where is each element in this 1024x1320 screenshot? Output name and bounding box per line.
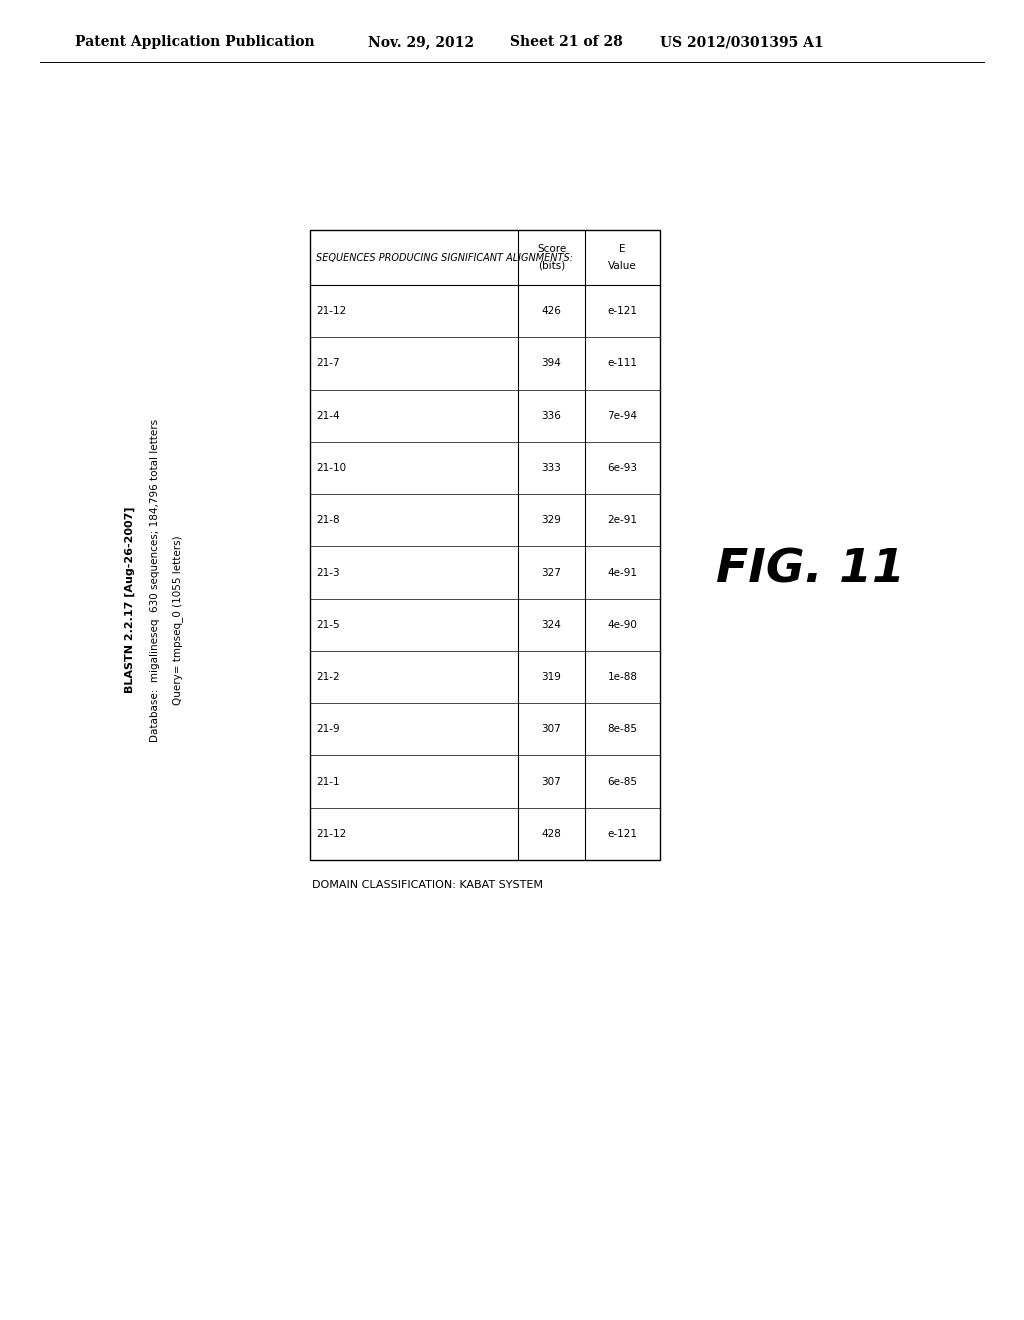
Text: 21-12: 21-12 bbox=[316, 829, 346, 840]
Bar bbox=[310, 230, 660, 861]
Text: Score: Score bbox=[537, 244, 566, 255]
Text: SEQUENCES PRODUCING SIGNIFICANT ALIGNMENTS:: SEQUENCES PRODUCING SIGNIFICANT ALIGNMEN… bbox=[316, 252, 573, 263]
Text: (bits): (bits) bbox=[538, 261, 565, 271]
Text: 6e-93: 6e-93 bbox=[607, 463, 637, 473]
Text: US 2012/0301395 A1: US 2012/0301395 A1 bbox=[660, 36, 823, 49]
Text: 21-9: 21-9 bbox=[316, 725, 340, 734]
Text: e-121: e-121 bbox=[607, 829, 637, 840]
Text: 327: 327 bbox=[542, 568, 561, 578]
Text: e-111: e-111 bbox=[607, 359, 637, 368]
Text: 21-2: 21-2 bbox=[316, 672, 340, 682]
Text: 6e-85: 6e-85 bbox=[607, 776, 637, 787]
Text: Database:  migalineseq  630 sequences; 184,796 total letters: Database: migalineseq 630 sequences; 184… bbox=[150, 418, 160, 742]
Text: 21-5: 21-5 bbox=[316, 620, 340, 630]
Text: 394: 394 bbox=[542, 359, 561, 368]
Text: 4e-91: 4e-91 bbox=[607, 568, 637, 578]
Text: 336: 336 bbox=[542, 411, 561, 421]
Text: e-121: e-121 bbox=[607, 306, 637, 315]
Text: 428: 428 bbox=[542, 829, 561, 840]
Text: 329: 329 bbox=[542, 515, 561, 525]
Text: 21-1: 21-1 bbox=[316, 776, 340, 787]
Text: 21-10: 21-10 bbox=[316, 463, 346, 473]
Text: 4e-90: 4e-90 bbox=[607, 620, 637, 630]
Text: 333: 333 bbox=[542, 463, 561, 473]
Text: DOMAIN CLASSIFICATION: KABAT SYSTEM: DOMAIN CLASSIFICATION: KABAT SYSTEM bbox=[312, 880, 543, 890]
Text: 319: 319 bbox=[542, 672, 561, 682]
Text: Query= tmpseq_0 (1055 letters): Query= tmpseq_0 (1055 letters) bbox=[173, 535, 183, 705]
Text: 21-8: 21-8 bbox=[316, 515, 340, 525]
Text: BLASTN 2.2.17 [Aug-26-2007]: BLASTN 2.2.17 [Aug-26-2007] bbox=[125, 507, 135, 693]
Text: FIG. 11: FIG. 11 bbox=[716, 548, 904, 593]
Text: 21-7: 21-7 bbox=[316, 359, 340, 368]
Text: 1e-88: 1e-88 bbox=[607, 672, 637, 682]
Text: 324: 324 bbox=[542, 620, 561, 630]
Text: 307: 307 bbox=[542, 725, 561, 734]
Text: Value: Value bbox=[608, 261, 637, 271]
Text: Sheet 21 of 28: Sheet 21 of 28 bbox=[510, 36, 623, 49]
Text: 21-12: 21-12 bbox=[316, 306, 346, 315]
Text: 307: 307 bbox=[542, 776, 561, 787]
Text: 426: 426 bbox=[542, 306, 561, 315]
Text: Nov. 29, 2012: Nov. 29, 2012 bbox=[368, 36, 474, 49]
Text: 7e-94: 7e-94 bbox=[607, 411, 637, 421]
Text: 2e-91: 2e-91 bbox=[607, 515, 637, 525]
Text: 21-3: 21-3 bbox=[316, 568, 340, 578]
Text: 21-4: 21-4 bbox=[316, 411, 340, 421]
Text: 8e-85: 8e-85 bbox=[607, 725, 637, 734]
Text: E: E bbox=[620, 244, 626, 255]
Text: Patent Application Publication: Patent Application Publication bbox=[75, 36, 314, 49]
